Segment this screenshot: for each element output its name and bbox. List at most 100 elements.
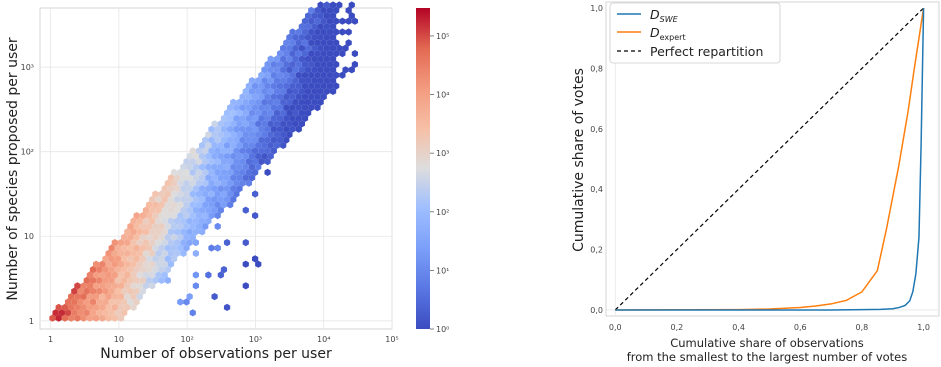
hexbin-cells: [49, 1, 358, 322]
hexbin-cell: [199, 228, 206, 236]
hexbin-cell: [242, 87, 249, 95]
hexbin-cell: [264, 114, 271, 122]
hexbin-cell: [320, 71, 327, 79]
hexbin-cell: [248, 109, 256, 117]
hexbin-cell: [236, 131, 243, 139]
hexbin-cell: [133, 298, 140, 306]
hexbin-cell: [283, 39, 290, 47]
hexbin-cell: [89, 309, 97, 317]
hexbin-cell: [177, 233, 184, 241]
hexbin-cell: [114, 276, 122, 284]
hexbin-cell: [189, 158, 196, 166]
hexbin-cell: [161, 260, 168, 268]
hexbin-cell: [220, 190, 228, 198]
hexbin-cell: [292, 66, 299, 74]
hexbin-cell: [177, 212, 184, 220]
hexbin-cell: [255, 163, 262, 171]
hexbin-cell: [264, 60, 271, 68]
hexbin-cell: [301, 93, 309, 101]
hexbin-cell: [111, 271, 118, 279]
hexbin-cell: [223, 185, 231, 193]
hexbin-cell: [264, 71, 271, 79]
hexbin-cell: [286, 120, 293, 128]
hexbin-cell: [161, 217, 168, 225]
hexbin-cell: [208, 158, 215, 166]
hexbin-cell: [261, 77, 268, 85]
hexbin-cell: [155, 249, 162, 257]
hexbin-cell: [301, 17, 309, 25]
hexbin-cell: [242, 141, 249, 149]
hexbin-cell: [305, 66, 312, 74]
hexbin-cell: [164, 244, 171, 252]
hexbin-cell: [114, 255, 122, 263]
hexbin-cell: [267, 141, 274, 149]
lorenz-x-axis-label: Cumulative share of observations: [670, 336, 864, 350]
lorenz-x-tick-label: 0,8: [856, 323, 869, 332]
hexbin-y-tick-label: 10³: [21, 63, 34, 72]
hexbin-cell: [199, 152, 206, 160]
hexbin-cell: [273, 109, 281, 117]
hexbin-cell: [270, 147, 277, 155]
hexbin-cell: [258, 93, 265, 101]
legend-label-swe-sub: SWE: [660, 15, 679, 24]
hexbin-cell: [270, 104, 277, 112]
hexbin-cell: [142, 228, 150, 236]
lorenz-y-tick-label: 0,8: [590, 64, 603, 73]
hexbin-cell: [96, 276, 103, 284]
hexbin-cell: [121, 244, 128, 252]
hexbin-cell: [329, 87, 337, 95]
hexbin-cell: [286, 77, 293, 85]
hexbin-cell: [117, 282, 125, 290]
hexbin-cell: [223, 163, 231, 171]
hexbin-cell: [295, 50, 302, 58]
hexbin-cell: [252, 125, 259, 133]
hexbin-cell: [292, 44, 299, 52]
hexbin-cell: [280, 55, 287, 63]
hexbin-cell: [124, 249, 131, 257]
lorenz-y-tick-label: 0,2: [590, 246, 603, 255]
hexbin-cell: [192, 152, 199, 160]
hexbin-cell: [280, 141, 287, 149]
hexbin-cell: [152, 255, 159, 263]
hexbin-cell: [167, 206, 175, 214]
hexbin-cell: [305, 77, 312, 85]
hexbin-cell: [311, 98, 318, 106]
hexbin-cell: [280, 98, 287, 106]
hexbin-cell: [170, 190, 178, 198]
hexbin-cell: [114, 266, 122, 274]
hexbin-x-tick-label: 10³: [249, 335, 262, 344]
hexbin-cell: [264, 104, 271, 112]
hexbin-cell: [242, 174, 249, 182]
hexbin-cell: [245, 125, 252, 133]
series-line-swe: [615, 8, 925, 311]
hexbin-cell: [220, 201, 228, 209]
hexbin-cell: [242, 98, 249, 106]
hexbin-cell: [164, 266, 171, 274]
hexbin-cell: [127, 266, 134, 274]
hexbin-cell: [214, 212, 221, 220]
hexbin-cell: [83, 276, 90, 284]
hexbin-cell: [295, 71, 302, 79]
hexbin-cell: [146, 255, 153, 263]
hexbin-cell: [93, 314, 100, 322]
hexbin-cell: [333, 17, 340, 25]
hexbin-cell: [286, 109, 293, 117]
hexbin-x-tick-label: 1: [48, 335, 53, 344]
hexbin-cell: [255, 141, 262, 149]
hexbin-cell: [245, 147, 252, 155]
hexbin-cell: [351, 60, 358, 68]
hexbin-cell: [301, 114, 309, 122]
hexbin-cell: [121, 298, 128, 306]
hexbin-cell: [248, 98, 256, 106]
hexbin-cell: [351, 50, 358, 58]
hexbin-cell: [195, 179, 203, 187]
hexbin-cell: [199, 174, 206, 182]
hexbin-cell: [158, 266, 165, 274]
hexbin-cell: [174, 228, 181, 236]
hexbin-cell: [317, 66, 324, 74]
hexbin-cell: [345, 17, 352, 25]
hexbin-cell: [245, 136, 252, 144]
hexbin-cell: [74, 303, 81, 311]
hexbin-cell: [161, 185, 168, 193]
hexbin-cell: [117, 260, 125, 268]
